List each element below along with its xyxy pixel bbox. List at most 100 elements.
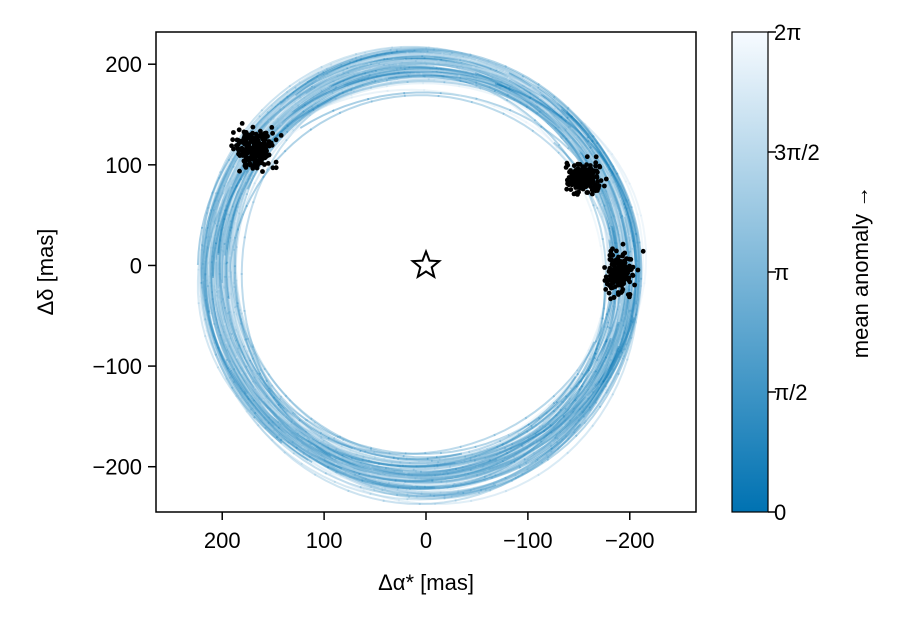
orbit-segment	[308, 453, 342, 477]
orbit-segment	[232, 311, 246, 348]
orbit-segment	[520, 434, 553, 460]
orbit-segment	[506, 95, 538, 116]
orbit-segment	[425, 47, 463, 55]
orbit-segment	[634, 270, 642, 306]
data-point	[575, 161, 581, 167]
orbit-segment	[467, 74, 505, 87]
orbit-segment	[638, 254, 642, 294]
orbit-segment	[319, 85, 356, 102]
orbit-segment	[289, 75, 322, 100]
orbit-segment	[533, 119, 561, 147]
orbit-segment	[301, 447, 336, 470]
orbit-segment	[544, 403, 577, 429]
orbit-segment	[357, 467, 397, 475]
orbit-segment	[459, 473, 497, 486]
orbit-segment	[569, 136, 593, 168]
orbit-segment	[409, 482, 448, 487]
orbit-segment	[393, 76, 433, 83]
orbit-segment	[218, 206, 227, 245]
orbit-segment	[221, 161, 242, 195]
orbit-segment	[467, 66, 504, 83]
orbit-segment	[495, 450, 532, 468]
orbit-segment	[567, 375, 593, 405]
orbit-segment	[380, 53, 420, 58]
orbit-segment	[285, 409, 314, 439]
orbit-segment	[616, 305, 629, 342]
orbit-segment	[492, 77, 531, 92]
orbit-segment	[359, 77, 399, 88]
orbit-segment	[428, 55, 467, 62]
orbit-segment	[214, 211, 222, 250]
orbit-segment	[368, 474, 407, 483]
orbit-segment	[525, 421, 556, 446]
orbit-segment	[462, 483, 497, 495]
orbit-segment	[403, 66, 441, 70]
orbit-segment	[605, 357, 625, 394]
orbit-segment	[222, 367, 247, 401]
orbit-segment	[214, 164, 232, 203]
orbit-segment	[598, 196, 612, 236]
orbit-segment	[370, 468, 410, 475]
orbit-segment	[439, 55, 476, 68]
orbit-segment	[394, 58, 433, 63]
orbit-segment	[416, 483, 456, 488]
orbit-segment	[342, 438, 376, 454]
orbit-segment	[562, 127, 588, 162]
orbit-segment	[275, 409, 305, 437]
orbit-segment	[344, 56, 383, 69]
orbit-segment	[219, 181, 234, 219]
orbit-segment	[606, 201, 621, 236]
orbit-segment	[227, 330, 246, 365]
orbit-segment	[593, 340, 609, 376]
orbit-segment	[408, 496, 446, 500]
orbit-segment	[433, 57, 473, 68]
orbit-segment	[527, 401, 556, 426]
orbit-segment	[499, 446, 536, 466]
orbit-segment	[588, 351, 611, 384]
orbit-segment	[424, 460, 463, 469]
orbit-segment	[556, 421, 586, 451]
orbit-segment	[209, 326, 225, 366]
orbit-segment	[488, 441, 525, 459]
orbit-segment	[406, 80, 446, 84]
orbit-segment	[403, 59, 442, 65]
data-point	[251, 163, 257, 169]
orbit-segment	[357, 463, 395, 476]
orbit-segment	[319, 80, 355, 97]
orbit-segment	[212, 209, 226, 244]
orbit-segment	[215, 197, 229, 233]
orbit-segment	[399, 65, 438, 69]
orbit-segment	[344, 476, 383, 488]
orbit-segment	[423, 89, 462, 97]
orbit-segment	[504, 441, 539, 461]
orbit-segment	[326, 446, 364, 462]
orbit-segment	[588, 365, 612, 400]
orbit-segment	[291, 75, 324, 97]
orbit-segment	[580, 379, 605, 413]
orbit-segment	[523, 82, 559, 103]
orbit-segment	[370, 63, 410, 73]
orbit-segment	[610, 307, 624, 345]
orbit-segment	[352, 474, 392, 486]
orbit-segment	[270, 106, 296, 136]
orbit-segment	[234, 198, 244, 237]
orbit-segment	[473, 74, 509, 89]
orbit-segment	[205, 279, 214, 315]
orbit-segment	[600, 166, 619, 205]
orbit-segment	[537, 409, 567, 436]
orbit-segment	[605, 332, 621, 369]
orbit-segment	[471, 463, 506, 478]
orbit-segment	[240, 366, 264, 401]
orbit-segment	[436, 469, 474, 478]
orbit-segment	[564, 136, 588, 166]
orbit-segment	[271, 102, 302, 129]
orbit-segment	[551, 125, 578, 156]
orbit-segment	[474, 433, 510, 449]
orbit-segment	[206, 192, 223, 228]
orbit-segment	[502, 72, 538, 92]
orbit-segment	[223, 320, 238, 357]
orbit-segment	[443, 454, 481, 464]
orbit-segment	[333, 455, 368, 473]
orbit-segment	[561, 132, 585, 166]
orbit-segment	[525, 87, 558, 115]
